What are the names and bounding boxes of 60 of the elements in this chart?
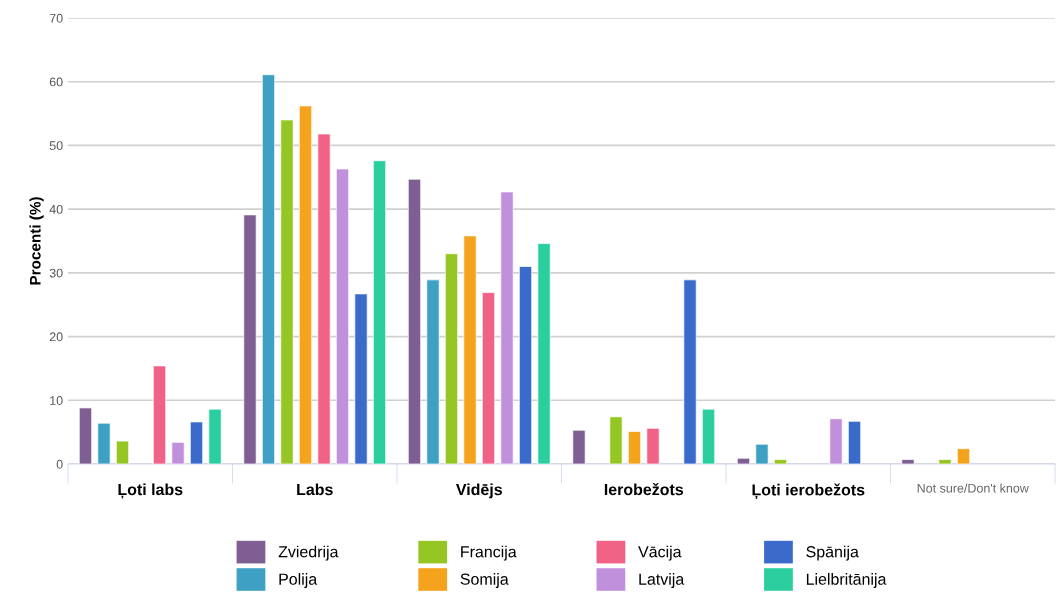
bar [280,119,294,464]
bar [115,440,130,464]
bar [572,429,586,464]
x-tick-label: Ļoti ierobežots [752,483,865,499]
bar [829,418,843,464]
bar [97,422,111,464]
bar [938,459,952,464]
bar [755,443,769,464]
bar [702,408,716,464]
legend-label: Latvija [639,573,685,588]
bar [519,266,533,464]
bar [736,457,750,464]
bar [646,427,660,464]
legend-label: Francija [461,545,517,561]
bar [243,214,257,464]
y-tick-label: 60 [49,77,63,87]
bar [317,133,331,464]
bar [407,178,421,464]
bar [901,459,915,464]
bar [426,279,440,464]
y-axis-title: Procenti (%) [29,197,44,285]
x-tick-label: Ierobežots [604,483,684,496]
y-tick-label: 30 [49,268,63,278]
legend-label: Vācija [638,545,682,561]
x-tick-label: Not sure/Don't know [917,483,1029,493]
y-tick-label: 40 [49,204,63,214]
y-tick-label: 20 [49,332,63,342]
x-tick-label: Ļoti labs [118,483,183,499]
legend-label: Polija [279,573,318,588]
bar [298,105,313,464]
bar [481,292,496,464]
bar [683,279,697,464]
bar [773,459,788,464]
y-tick-label: 50 [49,141,63,151]
legend-label: Spānija [806,545,859,561]
bar [335,168,350,464]
bar [500,191,514,464]
y-tick-label: 70 [49,13,63,23]
bar [373,160,387,464]
legend-label: Somija [460,573,509,588]
bar [848,420,862,464]
bar [171,441,185,464]
bar [627,431,642,464]
bar [537,243,551,464]
y-tick-label: 0 [56,459,63,469]
legend-label: Lielbritānija [806,573,887,588]
bar [956,448,971,464]
bar [609,416,623,464]
x-tick-label: Vidējs [455,483,502,499]
x-tick-label: Labs [297,483,333,496]
bar [78,407,92,464]
bar [463,235,477,464]
y-tick-label: 10 [50,396,63,405]
legend-label: Zviedrija [278,545,339,561]
bar [208,408,222,464]
bar [152,365,167,464]
bar [190,421,204,464]
bar [261,74,275,464]
bar [354,293,368,464]
bar [444,253,459,464]
